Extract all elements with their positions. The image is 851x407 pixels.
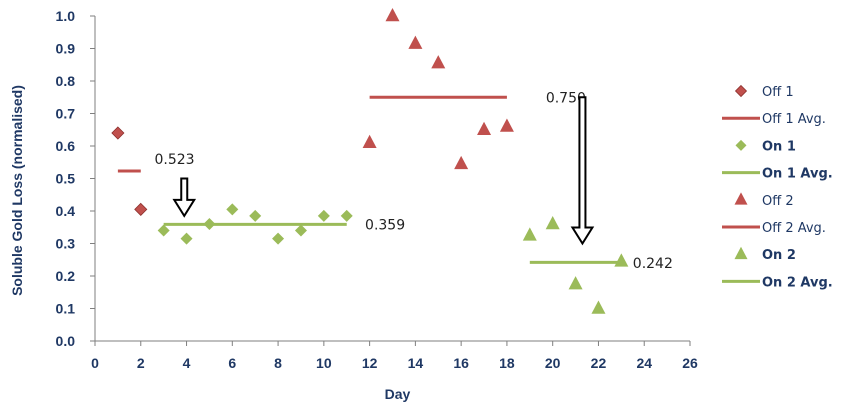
value-annotation: 0.242 [633, 256, 673, 272]
data-point-0-0 [111, 126, 125, 140]
y-tick-label: 0.1 [56, 301, 76, 317]
y-tick-label: 0.3 [56, 236, 76, 252]
data-point-6-0 [522, 227, 537, 241]
x-tick-label: 12 [362, 355, 378, 371]
value-annotation: 0.750 [546, 90, 586, 106]
data-point-4-1 [385, 7, 400, 22]
average-lines [117, 95, 622, 264]
data-point-4-0 [362, 134, 377, 148]
value-annotations: 0.523 0.359 0.750 0.242 [155, 90, 673, 272]
data-point-4-3 [431, 55, 446, 69]
y-tick-label: 0.7 [56, 106, 76, 122]
data-point-2-4 [249, 209, 262, 222]
legend-swatch-0 [734, 84, 748, 98]
data-point-6-1 [545, 215, 560, 230]
data-point-6-4 [614, 253, 629, 267]
legend-swatch-2 [735, 139, 747, 151]
y-tick-label: 0.0 [56, 333, 76, 349]
arrow-1 [570, 96, 595, 246]
legend-label: On 1 Avg. [762, 167, 833, 182]
legend-label: On 2 Avg. [762, 275, 833, 290]
arrows [172, 96, 595, 246]
y-tick-label: 0.2 [56, 268, 76, 284]
legend-swatch-6 [734, 246, 748, 260]
data-point-4-6 [499, 118, 514, 132]
x-tick-label: 16 [453, 355, 469, 371]
x-tick-label: 20 [545, 355, 561, 371]
y-tick-label: 0.4 [56, 203, 76, 219]
arrow-0 [172, 177, 197, 218]
data-point-4-4 [454, 155, 469, 170]
data-point-2-8 [340, 209, 353, 222]
y-tick-label: 1.0 [56, 8, 76, 24]
legend-label: Off 2 [762, 194, 794, 209]
y-axis-title: Soluble Gold Loss (normalised) [9, 85, 25, 296]
data-point-2-3 [226, 203, 239, 216]
data-point-2-6 [294, 224, 307, 237]
data-point-2-7 [317, 209, 330, 222]
x-tick-label: 14 [408, 355, 424, 371]
data-point-2-0 [157, 224, 170, 237]
data-point-6-2 [568, 276, 583, 290]
legend: Off 1 Off 1 Avg. On 1 On 1 Avg. Off 2 Off 2 A… [722, 84, 833, 290]
x-tick-label: 22 [591, 355, 607, 371]
y-tick-label: 0.5 [56, 171, 76, 187]
x-tick-label: 2 [137, 355, 145, 371]
legend-swatch-4 [734, 192, 748, 205]
data-point-6-3 [591, 300, 606, 314]
x-tick-label: 10 [316, 355, 332, 371]
legend-label: On 2 [762, 248, 796, 263]
data-point-4-5 [477, 121, 492, 135]
x-tick-label: 26 [682, 355, 698, 371]
legend-label: On 1 [762, 139, 796, 154]
y-tick-label: 0.9 [56, 41, 76, 57]
axes: 0.00.10.20.30.40.50.60.70.80.91.00 2 4 6 8 10… [56, 8, 698, 371]
legend-label: Off 1 Avg. [762, 112, 826, 127]
x-axis-title: Day [385, 386, 411, 402]
x-tick-label: 4 [183, 355, 191, 371]
x-tick-label: 8 [274, 355, 282, 371]
y-tick-label: 0.8 [56, 73, 76, 89]
data-point-0-1 [134, 202, 148, 216]
legend-label: Off 1 [762, 85, 794, 100]
data-point-4-2 [408, 35, 423, 49]
x-tick-label: 0 [91, 355, 99, 371]
data-point-2-5 [272, 232, 285, 245]
value-annotation: 0.359 [365, 217, 405, 233]
x-tick-label: 24 [636, 355, 652, 371]
y-tick-label: 0.6 [56, 138, 76, 154]
data-point-2-2 [203, 218, 216, 230]
legend-label: Off 2 Avg. [762, 221, 826, 236]
x-tick-label: 18 [499, 355, 515, 371]
data-point-2-1 [180, 232, 193, 245]
data-points [111, 7, 629, 314]
x-tick-label: 6 [228, 355, 236, 371]
value-annotation: 0.523 [155, 152, 195, 168]
